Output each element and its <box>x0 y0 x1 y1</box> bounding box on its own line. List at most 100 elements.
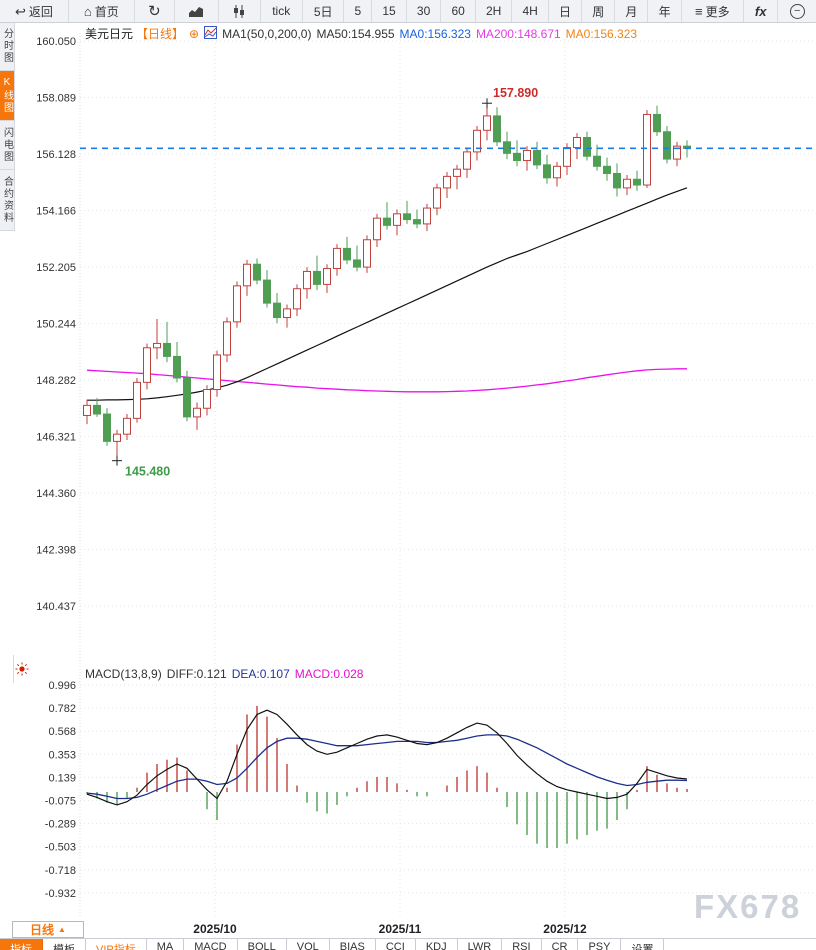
interval-month[interactable]: 月 <box>615 0 649 22</box>
diff-line <box>86 709 688 806</box>
svg-text:-0.289: -0.289 <box>45 819 76 831</box>
gridlines <box>79 33 816 916</box>
top-toolbar: ↩ 返回 ⌂ 首页 ↻ tick 5日 5 15 30 60 2H 4H 日 周 <box>0 0 816 23</box>
sidebar-item-lightning[interactable]: 闪电图 <box>0 121 14 170</box>
chart-type-sidebar: 分时图 K线图 闪电图 合约资料 <box>0 22 15 231</box>
ma0-blue-value: MA0:156.323 <box>399 26 471 41</box>
divider <box>13 655 14 683</box>
tab-rsi[interactable]: RSI <box>502 939 542 950</box>
svg-text:0.353: 0.353 <box>48 749 76 761</box>
back-icon: ↩ <box>14 3 26 19</box>
svg-text:0.996: 0.996 <box>48 680 76 692</box>
dea-line <box>86 734 688 800</box>
svg-text:154.166: 154.166 <box>36 206 76 218</box>
period-tag: 【日线】 <box>136 27 185 41</box>
candlestick-icon <box>232 4 246 18</box>
sidebar-item-contract-info[interactable]: 合约资料 <box>0 170 14 231</box>
interval-tick[interactable]: tick <box>261 0 303 22</box>
tab-settings[interactable]: 设置 <box>621 939 665 950</box>
ma50-value: MA50:154.955 <box>316 26 395 41</box>
x-label-nov: 2025/11 <box>378 922 422 936</box>
interval-4h[interactable]: 4H <box>512 0 549 22</box>
tab-macd[interactable]: MACD <box>184 939 238 950</box>
home-label: 首页 <box>94 4 119 19</box>
svg-text:-0.718: -0.718 <box>45 865 76 877</box>
bar-chart-icon <box>188 5 204 18</box>
svg-text:160.050: 160.050 <box>36 36 76 48</box>
interval-15m[interactable]: 15 <box>372 0 407 22</box>
main-y-axis: 160.050 158.089 156.128 154.166 152.205 150.2… <box>36 36 76 613</box>
ma0-orange-value: MA0:156.323 <box>565 26 638 41</box>
zoom-out-icon: − <box>789 3 805 19</box>
tab-kdj[interactable]: KDJ <box>416 939 458 950</box>
svg-text:157.890: 157.890 <box>493 86 538 100</box>
macd-y-axis: 0.996 0.782 0.568 0.353 0.139 -0.075 -0.289 -0.… <box>45 680 76 900</box>
add-indicator-icon[interactable]: ⊕ <box>189 26 200 41</box>
interval-day[interactable]: 日 <box>549 0 583 22</box>
home-icon: ⌂ <box>83 3 92 19</box>
ma-params: MA1(50,0,200,0) <box>222 26 312 41</box>
indicator-settings-icon[interactable] <box>15 662 29 681</box>
candlestick-series <box>83 103 691 461</box>
svg-text:0.139: 0.139 <box>48 772 76 784</box>
menu-icon: ≡ <box>695 3 703 19</box>
svg-text:145.480: 145.480 <box>125 465 170 479</box>
x-label-oct: 2025/10 <box>193 922 237 936</box>
tab-template[interactable]: 模板 <box>43 939 86 950</box>
svg-text:152.205: 152.205 <box>36 262 76 274</box>
fx678-watermark: FX678 <box>694 888 802 925</box>
sidebar-item-timeshare[interactable]: 分时图 <box>0 22 14 71</box>
tab-ma[interactable]: MA <box>147 939 185 950</box>
tab-vip-indicator[interactable]: VIP指标 <box>86 939 147 950</box>
svg-text:148.282: 148.282 <box>36 375 76 387</box>
refresh-button[interactable]: ↻ <box>135 0 176 22</box>
svg-text:0.782: 0.782 <box>48 703 76 715</box>
fx-icon: fx <box>754 3 767 19</box>
svg-text:158.089: 158.089 <box>36 93 76 105</box>
x-axis-row: 日线 ▲ 2025/10 2025/11 2025/12 <box>0 920 816 938</box>
tab-bias[interactable]: BIAS <box>330 939 376 950</box>
tab-cr[interactable]: CR <box>542 939 579 950</box>
more-button[interactable]: ≡ 更多 <box>682 0 744 22</box>
interval-5d[interactable]: 5日 <box>303 0 345 22</box>
macd-params: MACD(13,8,9) <box>85 667 162 681</box>
interval-60m[interactable]: 60 <box>441 0 476 22</box>
zoom-out-button[interactable]: − <box>778 0 816 22</box>
refresh-icon: ↻ <box>148 2 161 20</box>
high-annotation: 157.890 <box>482 86 538 109</box>
home-button[interactable]: ⌂ 首页 <box>69 0 135 22</box>
interval-week[interactable]: 周 <box>582 0 616 22</box>
tab-indicator[interactable]: 指标 <box>0 939 43 950</box>
svg-text:-0.075: -0.075 <box>45 796 76 808</box>
tab-vol[interactable]: VOL <box>287 939 330 950</box>
x-label-dec: 2025/12 <box>543 922 587 936</box>
svg-text:156.128: 156.128 <box>36 149 76 161</box>
tab-psy[interactable]: PSY <box>578 939 622 950</box>
ma-badge-icon[interactable] <box>204 25 218 42</box>
sidebar-item-kline[interactable]: K线图 <box>0 71 14 121</box>
interval-30m[interactable]: 30 <box>407 0 442 22</box>
indicator-tab-bar: 指标 模板 VIP指标 MA MACD BOLL VOL BIAS CCI KD… <box>0 938 816 950</box>
interval-year[interactable]: 年 <box>648 0 682 22</box>
interval-2h[interactable]: 2H <box>476 0 513 22</box>
tab-lwr[interactable]: LWR <box>458 939 503 950</box>
ma200-value: MA200:148.671 <box>475 26 561 41</box>
tab-cci[interactable]: CCI <box>376 939 416 950</box>
area-chart-button[interactable] <box>175 0 219 22</box>
tab-boll[interactable]: BOLL <box>238 939 287 950</box>
svg-text:140.437: 140.437 <box>36 601 76 613</box>
svg-text:-0.932: -0.932 <box>45 888 76 900</box>
back-label: 返回 <box>28 4 53 19</box>
svg-text:142.398: 142.398 <box>36 545 76 557</box>
period-selector-button[interactable]: 日线 ▲ <box>12 921 84 938</box>
formula-button[interactable]: fx <box>744 0 779 22</box>
candlestick-chart-button[interactable] <box>219 0 261 22</box>
back-button[interactable]: ↩ 返回 <box>0 0 69 22</box>
svg-text:144.360: 144.360 <box>36 488 76 500</box>
symbol-name: 美元日元 <box>85 27 134 41</box>
macd-value: MACD:0.028 <box>294 667 364 681</box>
caret-up-icon: ▲ <box>58 925 66 934</box>
interval-5m[interactable]: 5 <box>344 0 373 22</box>
